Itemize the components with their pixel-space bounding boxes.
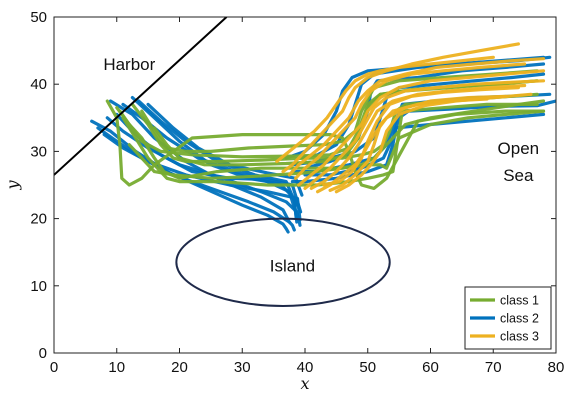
plot-area [54,17,556,307]
annotation-layer: Harbor Open Sea Island [103,55,539,276]
legend-label-class-1: class 1 [500,294,539,308]
trajectory-class-2-9 [102,133,302,222]
x-tick-label: 10 [108,359,125,376]
axes: 0 10 20 30 40 50 60 70 80 0 10 20 30 40 50 [30,9,564,376]
legend-label-class-2: class 2 [500,312,539,326]
legend: class 1 class 2 class 3 [464,286,552,350]
annotation-island: Island [270,257,315,276]
x-tick-label: 70 [485,359,502,376]
trajectory-class-3-6 [316,94,508,194]
annotation-harbor: Harbor [103,55,155,74]
legend-label-class-3: class 3 [500,330,539,344]
harbor-boundary-line [54,17,228,176]
trajectory-class-3-10 [334,92,533,194]
x-tick-label: 30 [234,359,251,376]
trajectory-class-3-1 [287,57,546,177]
trajectory-class-2-3 [108,99,291,224]
x-tick-label: 50 [359,359,376,376]
trajectory-class-3-3 [297,69,546,187]
x-tick-label: 20 [171,359,188,376]
x-tick-label: 0 [50,359,58,376]
y-tick-label: 0 [39,345,47,362]
trajectory-class-3-9 [275,55,495,164]
series-class-3 [275,42,546,194]
annotation-open-sea-line1: Open [498,139,540,158]
trajectory-class-1-3 [130,92,539,164]
trajectory-class-3-7 [322,85,521,187]
y-tick-label: 10 [30,278,47,295]
y-axis-label: y [3,180,22,191]
y-tick-label: 30 [30,143,47,160]
x-axis-label: x [300,374,309,393]
y-tick-label: 50 [30,9,47,26]
trajectory-class-1-0 [105,99,546,190]
x-tick-label: 40 [297,359,314,376]
x-tick-label: 60 [422,359,439,376]
y-tick-label: 20 [30,211,47,228]
trajectory-class-3-4 [303,79,546,190]
trajectory-class-2-0 [90,119,290,234]
y-tick-label: 40 [30,76,47,93]
x-tick-label: 80 [548,359,565,376]
island-ellipse [175,217,391,307]
trajectory-class-3-0 [281,42,521,174]
annotation-open-sea-line2: Sea [503,166,534,185]
trajectory-class-3-2 [294,62,527,180]
